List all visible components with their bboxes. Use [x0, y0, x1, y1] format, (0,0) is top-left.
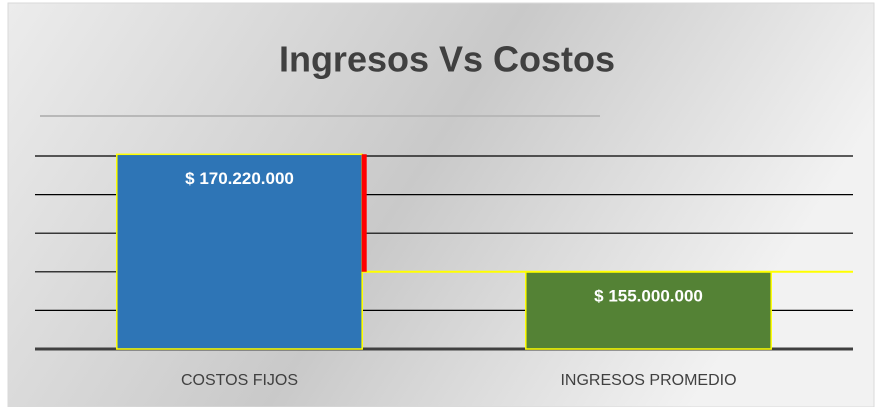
x-tick-label: INGRESOS PROMEDIO [560, 372, 736, 389]
data-label: $ 155.000.000 [594, 286, 703, 305]
bar [525, 271, 772, 350]
data-label: $ 170.220.000 [185, 169, 294, 188]
chart-title: Ingresos Vs Costos [279, 39, 615, 80]
x-tick-label: COSTOS FIJOS [181, 372, 298, 389]
bar [116, 153, 363, 350]
